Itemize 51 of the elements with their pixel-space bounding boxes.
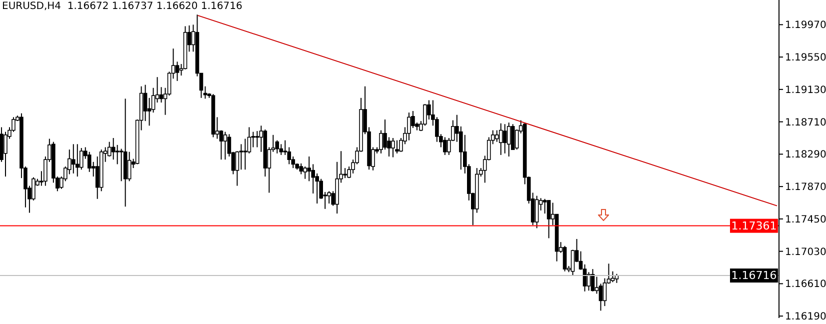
y-tick-label: 1.18710 — [785, 117, 826, 128]
y-tick-label: 1.19130 — [785, 84, 826, 96]
candlestick — [602, 278, 607, 307]
candlestick — [159, 86, 164, 104]
y-tick-label: 1.17450 — [785, 214, 826, 226]
y-tick-label: 1.16190 — [785, 312, 826, 323]
candlestick — [610, 270, 615, 283]
candlestick — [498, 122, 503, 156]
y-tick-label: 1.18290 — [785, 150, 826, 161]
candlestick — [343, 168, 347, 179]
candlestick — [546, 200, 551, 239]
candlestick — [562, 245, 567, 272]
candlestick — [247, 126, 252, 154]
candlestick — [407, 112, 411, 141]
candlestick — [76, 144, 80, 178]
candlestick — [4, 131, 8, 178]
ref-line-label: 1.16716 — [731, 269, 777, 282]
candlestick — [219, 130, 224, 160]
candlestick — [255, 130, 260, 148]
candlestick — [570, 249, 575, 276]
candlestick — [279, 144, 284, 156]
candlestick — [115, 144, 120, 165]
candlestick — [395, 140, 399, 154]
y-tick-label: 1.17030 — [785, 246, 826, 258]
candlestick — [72, 144, 76, 174]
candlestick — [87, 151, 92, 172]
candlestick — [299, 162, 304, 175]
candlestick — [494, 130, 499, 142]
candlestick — [239, 144, 244, 170]
candlestick — [127, 151, 132, 182]
candlestick — [147, 97, 152, 126]
candlestick — [175, 61, 180, 82]
candlestick — [95, 156, 100, 200]
candlestick — [143, 84, 148, 122]
candlestick — [391, 137, 395, 158]
candlestick — [119, 148, 124, 182]
candlestick — [598, 283, 603, 312]
candlestick — [443, 136, 447, 156]
candlestick — [514, 129, 519, 150]
candlestick — [223, 131, 228, 160]
chart-title: EURUSD,H4 1.16672 1.16737 1.16620 1.16716 — [2, 1, 242, 12]
y-tick-label: 1.17870 — [785, 182, 826, 194]
candlestick — [243, 138, 248, 170]
candlestick — [111, 137, 116, 160]
candlestick — [534, 195, 539, 229]
y-tick-label: 1.19550 — [785, 52, 826, 64]
candlestick — [506, 122, 511, 157]
ref-line-label: 1.17361 — [731, 219, 777, 232]
y-tick-label: 1.19970 — [785, 20, 826, 32]
y-tick-label: 1.16610 — [785, 279, 826, 290]
candlestick — [502, 124, 507, 154]
